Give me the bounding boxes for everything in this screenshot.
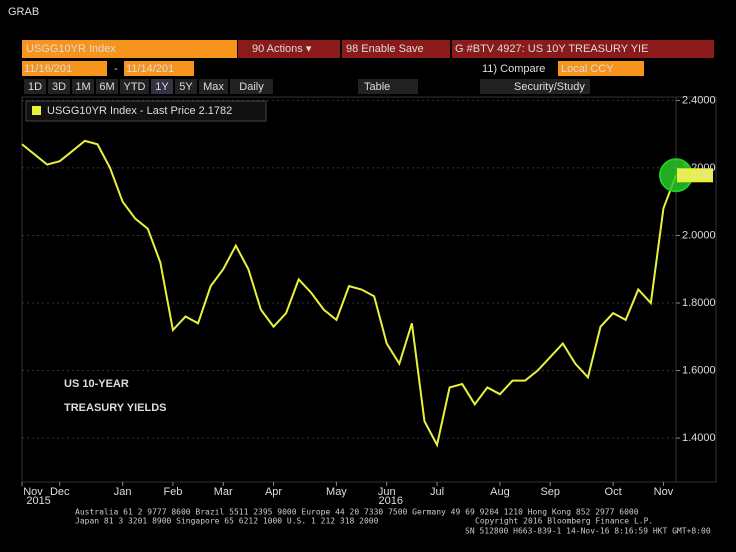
period-button[interactable] [230, 79, 273, 94]
date-from: 11/16/201 [24, 63, 72, 75]
date-to-field[interactable] [124, 61, 194, 76]
period-label[interactable]: Daily [239, 81, 264, 93]
footer-line: SN 512800 H663-839-1 14-Nov-16 8:16:59 H… [465, 527, 711, 536]
last-price-label: 2.1782 [680, 169, 714, 181]
app-label: GRAB [8, 6, 39, 18]
ticker: USGG10YR Index [26, 43, 116, 55]
plot-area [21, 96, 677, 483]
x-year-label: 2015 [26, 495, 50, 507]
x-tick-label: Oct [605, 486, 622, 498]
footer-line: Copyright 2016 Bloomberg Finance L.P. [475, 517, 653, 526]
enable-button[interactable] [342, 40, 450, 58]
actions-button[interactable] [238, 40, 340, 58]
x-tick-label: Apr [265, 486, 282, 498]
study-button[interactable] [480, 79, 590, 94]
x-tick-label: Aug [490, 486, 510, 498]
x-tick-label: Jul [430, 486, 444, 498]
legend-box [25, 100, 267, 122]
period-label[interactable]: 1D [28, 81, 42, 93]
date-to: 11/14/201 [126, 63, 174, 75]
footer-line: Australia 61 2 9777 8600 Brazil 5511 239… [75, 508, 639, 517]
y-tick-label: 1.8000 [682, 297, 716, 309]
news: G #BTV 4927: US 10Y TREASURY YIE [455, 43, 648, 55]
ccy-field[interactable] [558, 61, 644, 76]
y-tick-label: 2.0000 [682, 229, 716, 241]
period-button[interactable] [24, 79, 46, 94]
y-axis-area [675, 96, 717, 483]
table-label[interactable]: Table [364, 81, 390, 93]
price-line [21, 139, 677, 448]
period-label[interactable]: 5Y [179, 81, 193, 93]
x-tick-label: May [326, 486, 347, 498]
period-button[interactable] [96, 79, 118, 94]
actions: 90 Actions ▾ [252, 43, 312, 55]
period-label[interactable]: 1M [75, 81, 90, 93]
x-tick-label: Nov [654, 486, 674, 498]
study-label[interactable]: Security/Study [514, 81, 585, 93]
x-tick-label: Sep [540, 486, 560, 498]
period-button[interactable] [175, 79, 197, 94]
period-label[interactable]: Max [203, 81, 224, 93]
y-tick-label: 1.6000 [682, 364, 716, 376]
last-price-box [677, 168, 713, 183]
period-label[interactable]: 6M [99, 81, 114, 93]
y-tick-label: 1.4000 [682, 432, 716, 444]
period-label[interactable]: 1Y [155, 81, 169, 93]
legend-swatch [32, 106, 41, 115]
annotation: US 10-YEAR [64, 378, 129, 390]
x-tick-label: Jan [114, 486, 132, 498]
x-tick-label: Nov [23, 486, 43, 498]
date-dash: - [114, 63, 118, 75]
x-tick-label: Dec [50, 486, 70, 498]
ticker-field[interactable] [22, 40, 237, 58]
period-button[interactable] [120, 79, 149, 94]
date-from-field[interactable] [22, 61, 107, 76]
legend-label: USGG10YR Index - Last Price 2.1782 [47, 105, 232, 117]
x-tick-label: Jun [378, 486, 396, 498]
footer-line: Japan 81 3 3201 8900 Singapore 65 6212 1… [75, 517, 379, 526]
x-tick-label: Feb [163, 486, 182, 498]
compare[interactable]: 11) Compare [482, 63, 545, 75]
x-tick-label: Mar [214, 486, 233, 498]
period-button[interactable] [151, 79, 173, 94]
x-year-label: 2016 [378, 495, 402, 507]
news-bar[interactable] [452, 40, 714, 58]
period-label[interactable]: YTD [124, 81, 146, 93]
y-tick-label: 2.4000 [682, 94, 716, 106]
period-button[interactable] [199, 79, 228, 94]
table-button[interactable] [358, 79, 418, 94]
period-label[interactable]: 3D [52, 81, 66, 93]
ccy[interactable]: Local CCY [561, 63, 614, 75]
period-button[interactable] [72, 79, 94, 94]
enable-save: 98 Enable Save [346, 43, 424, 55]
annotation: TREASURY YIELDS [64, 402, 167, 414]
period-button[interactable] [48, 79, 70, 94]
